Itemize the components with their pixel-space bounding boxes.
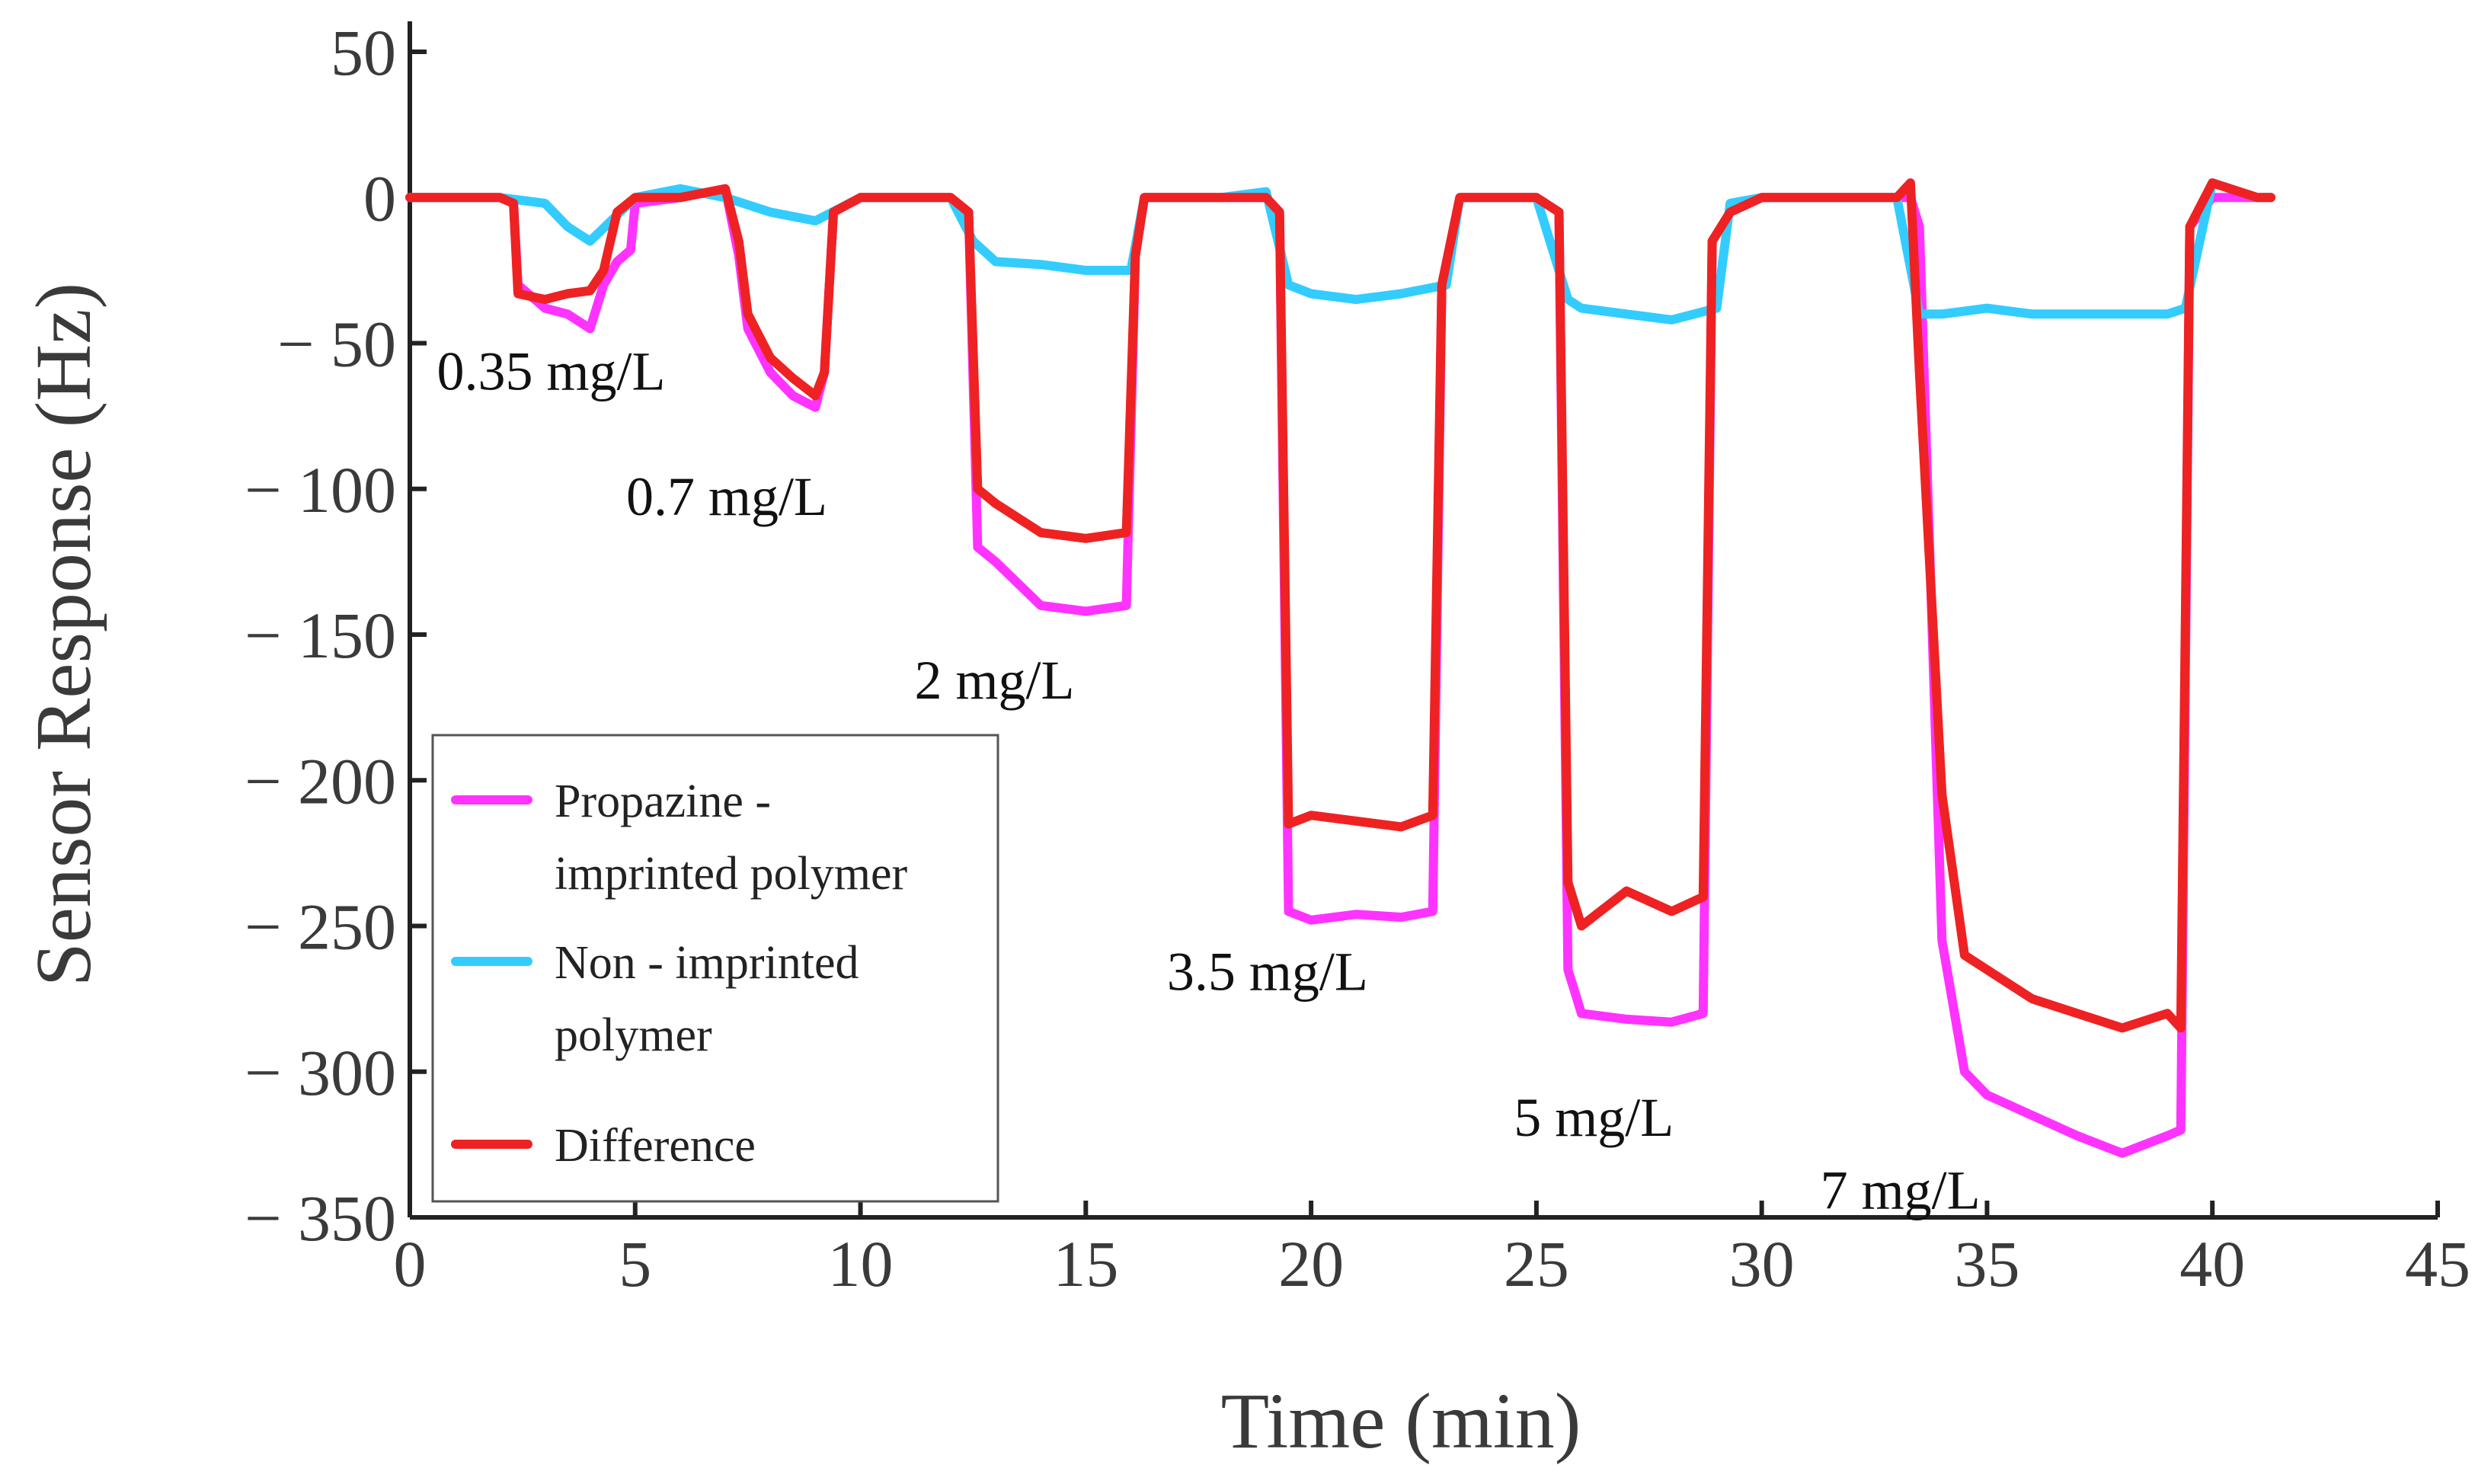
legend-label: imprinted polymer <box>555 848 908 900</box>
concentration-label: 0.7 mg/L <box>626 466 827 527</box>
x-tick-label: 20 <box>1278 1227 1344 1300</box>
x-tick-label: 5 <box>619 1227 651 1300</box>
y-axis-title: Sensor Response (Hz) <box>20 283 107 987</box>
concentration-annotations: 0.35 mg/L 0.7 mg/L 2 mg/L 3.5 mg/L 5 mg/L 7 m… <box>436 341 1980 1221</box>
x-tick-label: 35 <box>1954 1227 2019 1300</box>
y-tick-label: − 100 <box>245 453 396 526</box>
concentration-label: 3.5 mg/L <box>1167 942 1368 1003</box>
legend-label: Difference <box>555 1120 756 1172</box>
concentration-label: 0.35 mg/L <box>436 341 665 402</box>
legend-label: Propazine - <box>555 776 771 827</box>
concentration-label: 5 mg/L <box>1514 1087 1674 1148</box>
series-line-difference <box>405 178 2276 1033</box>
x-tick-label: 0 <box>394 1227 427 1300</box>
x-tick-label: 40 <box>2179 1227 2245 1300</box>
y-tick-label: − 50 <box>277 308 396 381</box>
concentration-label: 7 mg/L <box>1821 1160 1981 1221</box>
y-tick-label: − 250 <box>245 891 396 964</box>
y-tick-label: − 200 <box>245 744 396 817</box>
concentration-label: 2 mg/L <box>915 650 1075 711</box>
x-tick-label: 45 <box>2405 1227 2470 1300</box>
x-tick-label: 15 <box>1053 1227 1118 1300</box>
legend-label: Non - imprinted <box>555 937 859 989</box>
legend-box <box>431 734 999 1203</box>
y-tick-label: − 350 <box>245 1182 396 1255</box>
x-tick-label: 10 <box>828 1227 894 1300</box>
y-tick-label: − 300 <box>245 1036 396 1109</box>
y-tick-label: 0 <box>363 162 396 235</box>
x-axis-title: Time (min) <box>1221 1377 1581 1465</box>
legend-label: polymer <box>555 1009 712 1061</box>
y-tick-label: − 150 <box>245 599 396 672</box>
x-tick-label: 25 <box>1504 1227 1569 1300</box>
x-tick-label: 30 <box>1729 1227 1795 1300</box>
legend: Propazine - imprinted polymer Non - imprin… <box>431 734 999 1203</box>
plot-area <box>405 178 2276 1158</box>
series-line-non-imprinted-polymer <box>405 178 2276 325</box>
y-tick-label: 50 <box>331 16 396 89</box>
